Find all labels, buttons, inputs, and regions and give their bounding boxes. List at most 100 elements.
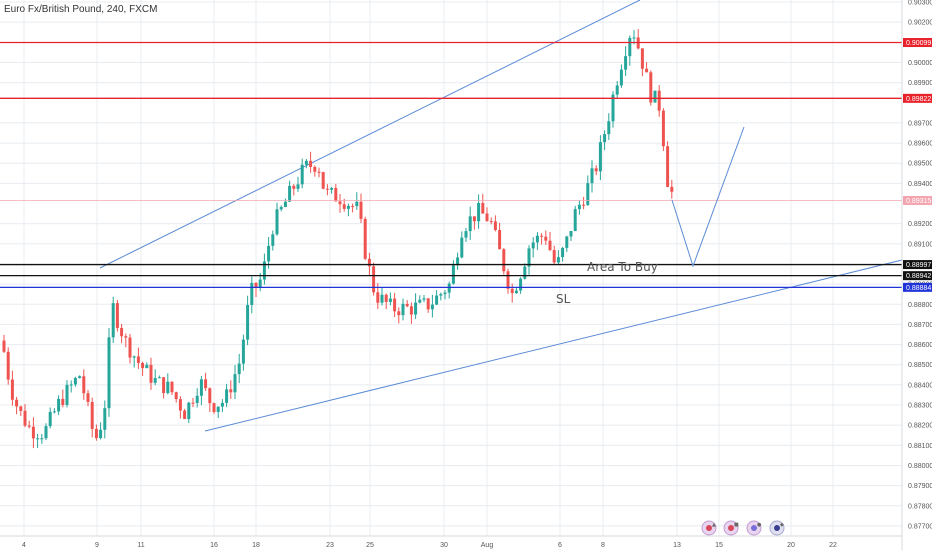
candle-body [443,292,447,295]
candle-body [107,337,111,409]
time-tick-label: 11 [137,542,144,549]
upper-trend-line[interactable] [99,0,641,269]
event-calendar-icon[interactable]: ● [746,520,762,536]
candle-body [451,265,455,284]
price-tick-label: 0.89900 [908,80,932,87]
price-tick-label: 0.88500 [908,362,932,369]
news-flag-icon[interactable]: ■ [723,520,739,536]
projected-move-path[interactable] [671,126,745,268]
time-tick-label: 9 [95,542,99,549]
price-level-tag-text: 0.88997 [906,262,931,269]
candle-body [61,398,65,405]
projection-path [671,126,745,268]
price-tick-label: 0.88400 [908,382,932,389]
price-tick-label: 0.90300 [908,0,932,7]
candle-body [489,221,493,223]
price-level-tag [903,260,932,270]
candle-body [409,306,413,315]
candle-body [472,216,476,222]
candle-body [304,160,308,165]
price-level-tag [903,93,932,103]
candle-body [128,337,132,358]
candle-body [485,213,489,222]
candle-body [435,295,439,305]
candle-body [292,185,296,189]
candle-body [666,146,670,187]
candle-body [27,425,31,427]
time-tick-label: 23 [326,542,334,549]
candle-body [573,209,577,231]
price-tick-label: 0.89600 [908,141,932,148]
alert-bell-icon[interactable]: ▲ [701,520,717,536]
candle-body [212,403,216,412]
candle-body [296,184,300,189]
candle-body [531,242,535,249]
price-tick-label: 0.89400 [908,181,932,188]
candle-body [195,395,199,403]
candle-body [535,235,539,243]
candle-body [229,389,233,393]
candle-body [124,336,128,338]
candle-body [262,261,266,280]
time-axis[interactable]: 4 9 11 16 18 23 25 30 Aug 6 8 13 15 20 22 [22,542,837,549]
candle-body [422,298,426,300]
candle-body [2,340,6,352]
time-tick-label: 16 [210,542,218,549]
candle-body [506,271,510,289]
price-tick-label: 0.89500 [908,161,932,168]
candle-body [653,90,657,103]
candle-body [456,257,460,266]
price-level-tag-text: 0.89315 [906,198,931,205]
candle-body [36,438,40,440]
candle-body [447,283,451,293]
candle-body [603,134,607,143]
time-tick-label: 6 [558,542,562,549]
candle-body [590,168,594,184]
lower-trend-line[interactable] [204,259,903,432]
dividends-icon[interactable]: ◆ [769,520,785,536]
candle-body [552,250,556,263]
candle-body [334,187,338,202]
price-tick-label: 0.88800 [908,302,932,309]
candle-body [510,288,514,294]
candle-body [267,245,271,262]
candle-body [498,229,502,250]
candle-body [187,402,191,420]
candle-body [309,160,313,168]
candle-body [237,363,241,375]
candle-body [346,205,350,209]
candle-body [330,187,334,190]
time-tick-label: Aug [481,542,494,549]
candle-body [582,204,586,206]
candle-body [40,438,44,440]
candle-body [246,304,250,340]
candle-body [523,266,527,279]
candle-body [6,351,10,380]
price-tick-label: 0.90200 [908,20,932,27]
candle-body [657,90,661,111]
candle-body [481,203,485,214]
candle-body [342,204,346,209]
horizontal-levels [0,41,902,288]
time-tick-label: 20 [787,542,795,549]
candle-body [640,48,644,69]
svg-text:▲: ▲ [712,522,716,528]
candle-body [355,201,359,207]
candle-body [632,37,636,39]
candle-body [414,302,418,315]
price-tick-label: 0.89700 [908,120,932,127]
time-tick-label: 13 [673,542,681,549]
candle-body [73,378,77,385]
price-axis[interactable]: 0.90300 0.90200 0.90000 0.89900 0.89700 0.896… [908,0,932,530]
candle-body [115,303,119,328]
candle-body [99,429,103,439]
candle-body [120,327,124,337]
price-level-tag-text: 0.88942 [906,273,931,280]
candle-body [565,236,569,248]
candle-body [241,339,245,364]
candle-body [670,186,674,192]
candle-body [258,279,262,288]
price-tick-label: 0.87900 [908,483,932,490]
candle-body [191,402,195,404]
